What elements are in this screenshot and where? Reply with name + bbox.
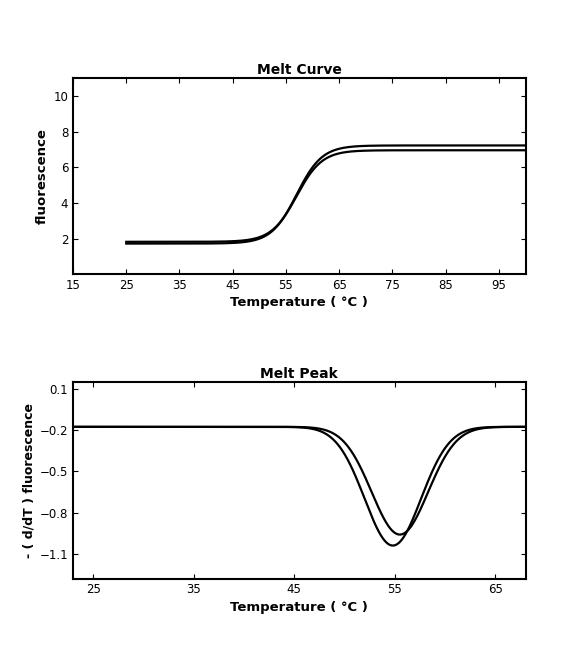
Y-axis label: - ( d/dT ) fluorescence: - ( d/dT ) fluorescence: [22, 403, 36, 558]
X-axis label: Temperature ( °C ): Temperature ( °C ): [230, 296, 369, 309]
Title: Melt Peak: Melt Peak: [260, 367, 338, 381]
X-axis label: Temperature ( °C ): Temperature ( °C ): [230, 601, 369, 614]
Y-axis label: fluorescence: fluorescence: [36, 128, 49, 224]
Title: Melt Curve: Melt Curve: [257, 63, 342, 77]
